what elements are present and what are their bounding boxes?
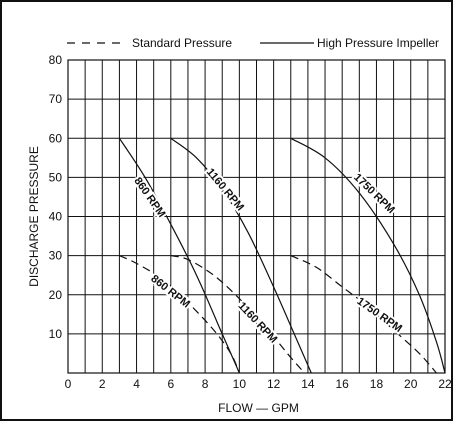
high-pressure-curve-860-rpm: [118, 137, 240, 374]
x-tick-label: 6: [167, 377, 174, 391]
y-tick-label: 50: [49, 170, 63, 184]
x-axis-label: FLOW — GPM: [218, 401, 299, 415]
series-layer: [118, 137, 446, 374]
x-tick-label: 8: [202, 377, 209, 391]
x-tick-label: 4: [133, 377, 140, 391]
high-pressure-curve-1750-rpm: [290, 137, 446, 374]
x-tick-label: 2: [99, 377, 106, 391]
y-tick-label: 60: [49, 131, 63, 145]
legend-label: Standard Pressure: [132, 36, 232, 50]
x-tick-label: 14: [301, 377, 315, 391]
curve-label: 860 RPM: [148, 273, 192, 311]
curve-label: 1750 RPM: [351, 171, 397, 216]
x-tick-label: 0: [65, 377, 72, 391]
y-tick-label: 80: [49, 53, 63, 67]
x-tick-label: 22: [438, 377, 452, 391]
standard-pressure-curve-860-rpm: [119, 255, 240, 374]
y-tick-label: 30: [49, 249, 63, 263]
y-tick-label: 40: [49, 210, 63, 224]
high-pressure-curve-1160-rpm: [170, 137, 312, 374]
legend-label: High Pressure Impeller: [317, 36, 439, 50]
y-tick-label: 10: [49, 327, 63, 341]
x-tick-label: 12: [267, 377, 281, 391]
y-tick-label: 70: [49, 92, 63, 106]
x-tick-label: 20: [404, 377, 418, 391]
curve-label: 1160 RPM: [236, 300, 280, 346]
plot-border: [67, 59, 446, 374]
y-tick-label: 20: [49, 288, 63, 302]
x-tick-label: 10: [233, 377, 247, 391]
axis-layer: 0 2 4 6 8 10 12 14 16 18 20 22 10 20 30 40 50 60 70 80 FLOW …: [27, 53, 452, 415]
x-tick-label: 16: [336, 377, 350, 391]
curve-label: 1750 RPM: [355, 295, 404, 335]
y-axis-label: DISCHARGE PRESSURE: [27, 146, 41, 287]
standard-pressure-curve-1750-rpm: [290, 255, 437, 374]
standard-pressure-curve-1160-rpm: [170, 255, 305, 374]
x-tick-label: 18: [370, 377, 384, 391]
legend: Standard Pressure High Pressure Impeller: [67, 36, 439, 50]
